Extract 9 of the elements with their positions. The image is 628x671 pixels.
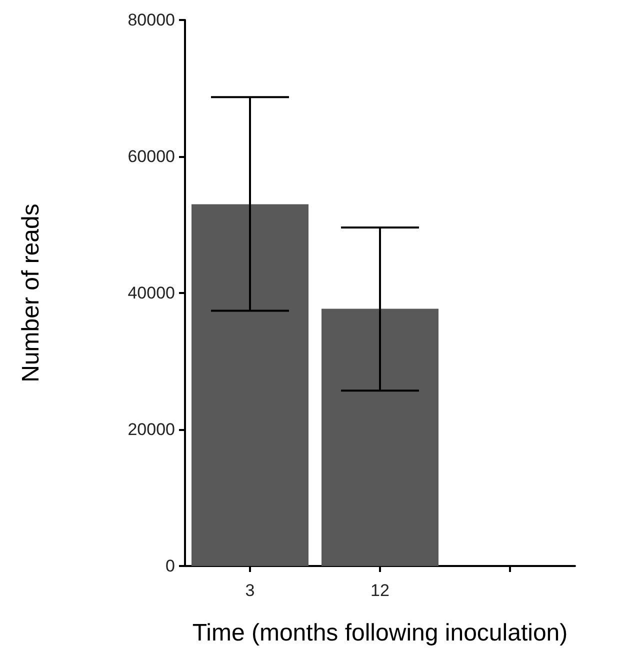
y-tick-label: 0	[166, 556, 175, 576]
x-tick-label: 12	[370, 581, 390, 600]
y-tick-label: 60000	[128, 147, 175, 166]
x-tick-label: 3	[245, 581, 255, 600]
y-tick-label: 80000	[128, 10, 175, 30]
y-tick-label: 20000	[128, 420, 175, 439]
y-tick-label: 40000	[128, 284, 175, 302]
y-axis-title: Number of reads	[18, 204, 44, 382]
x-axis-title: Time (months following inoculation)	[192, 620, 568, 646]
